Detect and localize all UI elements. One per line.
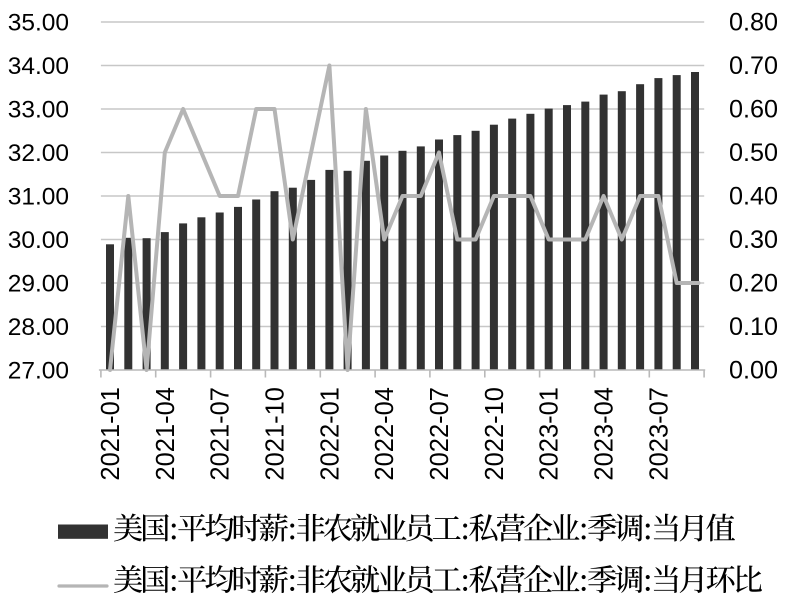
svg-text:34.00: 34.00 bbox=[8, 53, 69, 80]
svg-text:0.30: 0.30 bbox=[729, 226, 778, 254]
svg-text:35.00: 35.00 bbox=[8, 10, 69, 37]
svg-text:2021-01: 2021-01 bbox=[97, 387, 125, 481]
svg-text:31.00: 31.00 bbox=[8, 184, 69, 211]
svg-text:2022-01: 2022-01 bbox=[316, 387, 344, 481]
svg-text:2023-04: 2023-04 bbox=[591, 387, 619, 481]
svg-text:2022-07: 2022-07 bbox=[426, 387, 454, 481]
svg-text:27.00: 27.00 bbox=[8, 358, 69, 385]
svg-text:33.00: 33.00 bbox=[8, 97, 69, 124]
svg-text:0.20: 0.20 bbox=[729, 270, 778, 298]
svg-text:30.00: 30.00 bbox=[8, 227, 69, 254]
svg-text:2021-10: 2021-10 bbox=[262, 387, 290, 481]
svg-text:0.10: 0.10 bbox=[729, 313, 778, 341]
svg-text:0.50: 0.50 bbox=[729, 139, 778, 167]
svg-text:28.00: 28.00 bbox=[8, 314, 69, 341]
svg-text:0.00: 0.00 bbox=[729, 357, 778, 385]
svg-text:2021-04: 2021-04 bbox=[152, 387, 180, 481]
svg-text:0.70: 0.70 bbox=[729, 52, 778, 80]
svg-text:32.00: 32.00 bbox=[8, 140, 69, 167]
svg-text:2022-10: 2022-10 bbox=[481, 387, 509, 481]
svg-text:2023-01: 2023-01 bbox=[536, 387, 564, 481]
svg-text:2023-07: 2023-07 bbox=[645, 387, 673, 481]
svg-text:29.00: 29.00 bbox=[8, 271, 69, 298]
svg-text:2022-04: 2022-04 bbox=[371, 387, 399, 481]
svg-text:0.80: 0.80 bbox=[729, 9, 778, 37]
svg-text:2021-07: 2021-07 bbox=[207, 387, 235, 481]
svg-text:0.40: 0.40 bbox=[729, 183, 778, 211]
svg-text:0.60: 0.60 bbox=[729, 96, 778, 124]
